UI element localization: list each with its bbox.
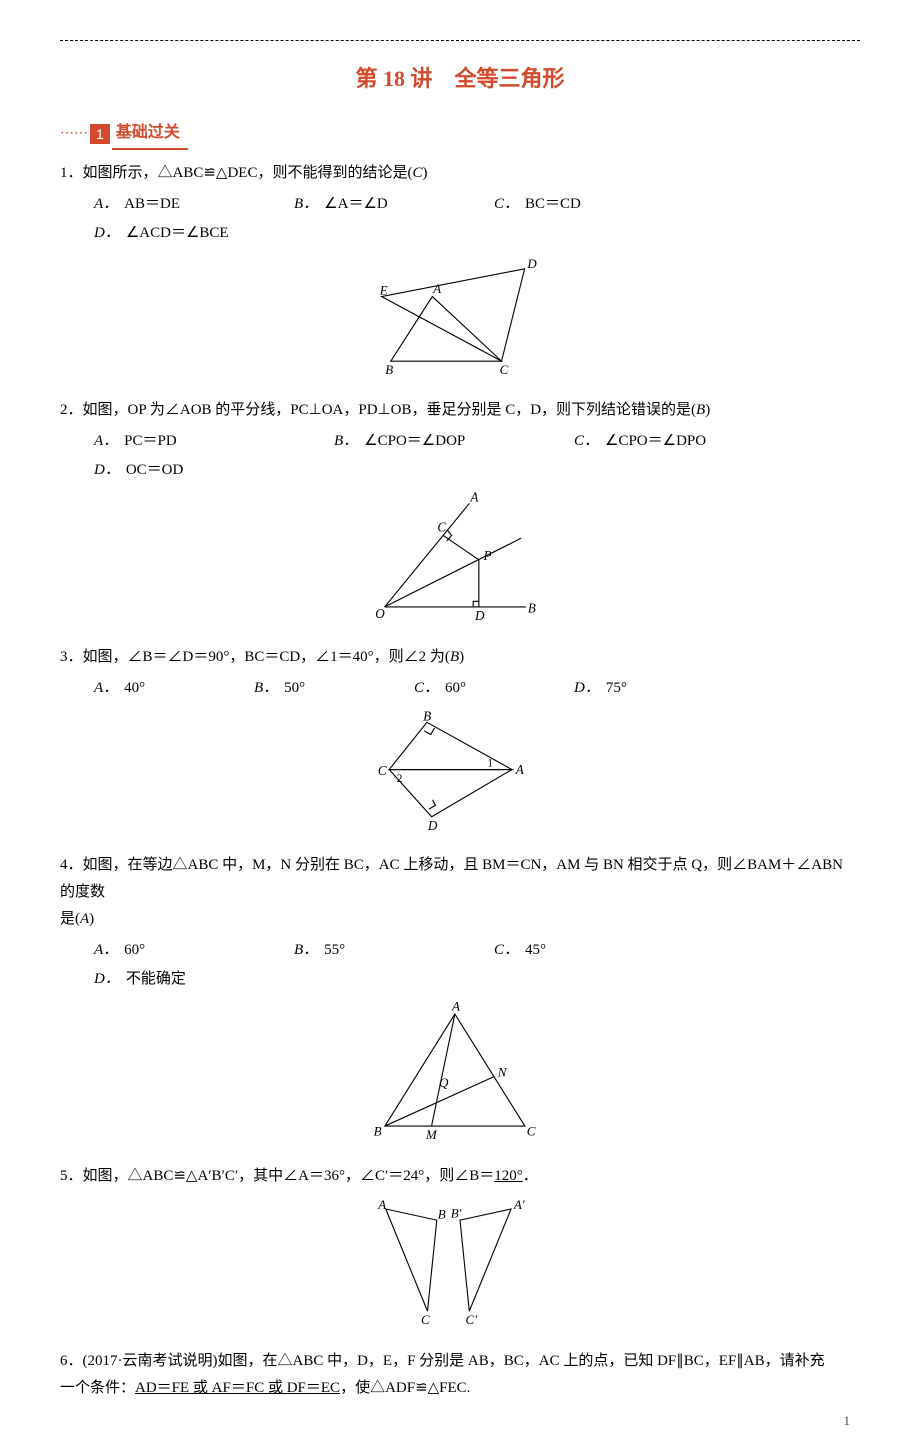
q5-figure: A B C A′ B′ C′ [60,1196,860,1336]
svg-text:C: C [527,1124,536,1139]
q2-opt-A: A．PC＝PD [94,428,334,455]
svg-text:N: N [497,1065,508,1080]
q2-stem: 2．如图，OP 为∠AOB 的平分线，PC⊥OA，PD⊥OB，垂足分别是 C，D… [60,402,696,418]
svg-text:A: A [451,1001,461,1013]
question-6: 6．(2017·云南考试说明)如图，在△ABC 中，D，E，F 分别是 AB，B… [60,1348,860,1402]
svg-text:C: C [378,764,387,779]
q3-stem: 3．如图，∠B＝∠D＝90°，BC＝CD，∠1＝40°，则∠2 为( [60,649,450,665]
svg-text:A: A [515,763,525,778]
page-number: 1 [844,1409,851,1432]
q4-opt-D: D．不能确定 [94,966,294,993]
svg-text:B: B [423,710,431,723]
svg-text:B: B [374,1124,382,1139]
svg-text:B′: B′ [451,1206,462,1221]
q1-opt-D: D．∠ACD＝∠BCE [94,220,294,247]
question-2: 2．如图，OP 为∠AOB 的平分线，PC⊥OA，PD⊥OB，垂足分别是 C，D… [60,397,860,424]
svg-text:D: D [427,818,438,830]
svg-text:O: O [375,607,385,622]
svg-text:A: A [377,1197,386,1212]
svg-text:2: 2 [397,773,403,785]
q2-figure: O B A P D C [60,492,860,632]
q4-opt-C: C．45° [494,937,694,964]
svg-text:C: C [500,362,509,375]
q1-figure: E A D B C [60,255,860,385]
q1-opt-A: A．AB＝DE [94,191,294,218]
svg-text:A: A [432,281,441,296]
q2-opt-C: C．∠CPO＝∠DPO [574,428,814,455]
svg-text:P: P [483,548,492,563]
q4-opt-B: B．55° [294,937,494,964]
q1-close: ) [422,165,427,181]
question-1: 1．如图所示，△ABC≌△DEC，则不能得到的结论是(C) [60,160,860,187]
svg-text:C: C [437,520,446,535]
q6-answer: AD＝FE 或 AF＝FC 或 DF＝EC [135,1380,340,1396]
svg-text:M: M [425,1128,438,1142]
q2-opt-B: B．∠CPO＝∠DOP [334,428,574,455]
q6-stem-b: 一个条件： [60,1380,135,1396]
svg-text:B: B [438,1207,446,1222]
svg-text:E: E [379,283,388,298]
q4-figure: A B C M N Q [60,1001,860,1151]
svg-text:A′: A′ [513,1197,525,1212]
question-3: 3．如图，∠B＝∠D＝90°，BC＝CD，∠1＝40°，则∠2 为(B) [60,644,860,671]
question-5: 5．如图，△ABC≌△A′B′C′，其中∠A＝36°，∠C′＝24°，则∠B＝1… [60,1163,860,1190]
q3-opt-C: C．60° [414,675,574,702]
lesson-title: 第 18 讲 全等三角形 [60,59,860,99]
q2-answer: B [696,402,705,418]
q4-opt-A: A．60° [94,937,294,964]
q4-stem-b: 是( [60,911,80,927]
q5-answer: 120° [494,1168,523,1184]
q1-options: A．AB＝DE B．∠A＝∠D C．BC＝CD D．∠ACD＝∠BCE [94,191,860,249]
svg-text:B: B [528,601,536,616]
svg-text:B: B [385,362,393,375]
svg-text:D: D [474,609,485,623]
q3-answer: B [450,649,459,665]
q4-options: A．60° B．55° C．45° D．不能确定 [94,937,860,995]
svg-text:C′: C′ [466,1313,478,1327]
q1-answer: C [412,165,422,181]
q4-stem-a: 4．如图，在等边△ABC 中，M，N 分别在 BC，AC 上移动，且 BM＝CN… [60,857,843,900]
svg-text:C: C [421,1313,430,1327]
svg-text:A: A [469,492,479,504]
q3-options: A．40° B．50° C．60° D．75° [94,675,860,704]
dots-decor: ⋯⋯ [60,127,88,141]
svg-text:Q: Q [439,1075,449,1090]
q3-opt-D: D．75° [574,675,734,702]
q5-stem: 5．如图，△ABC≌△A′B′C′，其中∠A＝36°，∠C′＝24°，则∠B＝ [60,1168,494,1184]
section-name: 基础过关 [112,119,188,151]
q4-answer: A [80,911,89,927]
q1-opt-B: B．∠A＝∠D [294,191,494,218]
q3-figure: B C A D 1 2 [60,710,860,840]
q3-opt-B: B．50° [254,675,414,702]
section-number: 1 [90,124,110,144]
section-header: ⋯⋯ 1 基础过关 [60,119,860,151]
svg-text:D: D [526,256,537,271]
q2-options: A．PC＝PD B．∠CPO＝∠DOP C．∠CPO＝∠DPO D．OC＝OD [94,428,860,486]
question-4: 4．如图，在等边△ABC 中，M，N 分别在 BC，AC 上移动，且 BM＝CN… [60,852,860,933]
q1-stem: 1．如图所示，△ABC≌△DEC，则不能得到的结论是( [60,165,412,181]
q1-opt-C: C．BC＝CD [494,191,694,218]
q6-stem-c: ，使△ADF≌△FEC. [340,1380,470,1396]
q2-opt-D: D．OC＝OD [94,457,334,484]
page-top-rule [60,40,860,41]
svg-text:1: 1 [487,758,493,770]
q6-stem-a: 6．(2017·云南考试说明)如图，在△ABC 中，D，E，F 分别是 AB，B… [60,1353,825,1369]
q3-opt-A: A．40° [94,675,254,702]
